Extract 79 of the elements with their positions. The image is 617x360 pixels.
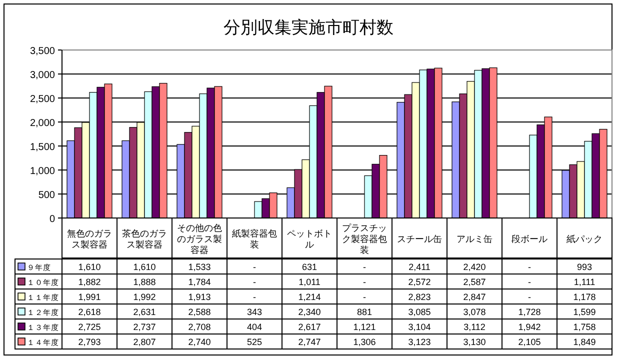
x-tick-label: その他の色のガラス製容器 — [177, 223, 222, 255]
data-label: 3,130 — [463, 337, 486, 347]
data-label: 1,784 — [188, 277, 211, 287]
data-label: 2,411 — [408, 262, 430, 272]
data-label: 1,011 — [298, 277, 320, 287]
data-label: 2,105 — [518, 337, 541, 347]
data-label: 2,725 — [78, 322, 101, 332]
data-label: 1,111 — [574, 277, 596, 287]
x-tick-label: 段ボール — [512, 234, 548, 244]
data-label: 3,112 — [464, 322, 486, 332]
x-tick-label: プラスチック製容器包装 — [342, 223, 387, 255]
y-tick-label: 500 — [38, 190, 56, 201]
data-label: 2,847 — [463, 292, 486, 302]
x-tick-label: 紙パック — [566, 234, 602, 244]
x-tick-label: アルミ缶 — [456, 234, 492, 244]
data-label: 1,728 — [518, 307, 541, 317]
data-label: 1,758 — [573, 322, 596, 332]
data-label: 1,942 — [518, 322, 541, 332]
text: - — [363, 277, 366, 287]
data-label: 2,737 — [133, 322, 156, 332]
text: - — [528, 277, 531, 287]
text: - — [528, 292, 531, 302]
y-tick-label: 0 — [49, 214, 56, 225]
data-label: 1,306 — [353, 337, 376, 347]
data-label: 1,599 — [573, 307, 596, 317]
y-tick-label: 2,500 — [30, 94, 56, 105]
data-label: 2,631 — [133, 307, 156, 317]
y-tick-label: 1,500 — [30, 142, 56, 153]
data-label: 2,420 — [463, 262, 486, 272]
data-label: 3,085 — [408, 307, 431, 317]
data-label: 3,123 — [408, 337, 431, 347]
data-label: 631 — [302, 262, 318, 272]
x-tick-label: 無色のガラス製容器 — [67, 228, 112, 250]
data-label: 1,991 — [78, 292, 101, 302]
x-tick-label: ペットボトル — [287, 228, 332, 250]
data-label: 3,104 — [408, 322, 431, 332]
x-tick-label: スチール缶 — [397, 234, 442, 244]
data-label: 1,121 — [353, 322, 376, 332]
data-label: 2,823 — [408, 292, 431, 302]
data-label: 343 — [246, 307, 262, 317]
data-label: 1,849 — [573, 337, 596, 347]
text: - — [253, 262, 256, 272]
data-label: 993 — [576, 262, 592, 272]
x-tick-label: 茶色のガラス製容器 — [122, 228, 167, 250]
data-label: 2,793 — [78, 337, 101, 347]
data-label: 2,588 — [188, 307, 211, 317]
y-tick-label: 3,500 — [30, 46, 56, 57]
data-label: 2,618 — [78, 307, 101, 317]
data-label: 2,340 — [298, 307, 321, 317]
data-label: 2,807 — [133, 337, 156, 347]
text: - — [363, 262, 366, 272]
data-label: 1,610 — [78, 262, 101, 272]
chart-title: 分別収集実施市町村数 — [224, 18, 394, 37]
data-label: 3,078 — [463, 307, 486, 317]
text: - — [363, 292, 366, 302]
data-label: 2,572 — [408, 277, 431, 287]
data-label: 2,617 — [298, 322, 321, 332]
data-label: 2,587 — [463, 277, 486, 287]
data-label: 525 — [246, 337, 262, 347]
data-label: 881 — [356, 307, 372, 317]
data-label: 404 — [246, 322, 262, 332]
y-tick-label: 3,000 — [30, 70, 56, 81]
data-label: 2,708 — [188, 322, 211, 332]
text: - — [528, 262, 531, 272]
data-label: 1,992 — [133, 292, 156, 302]
x-tick-label: 紙製容器包装 — [232, 228, 277, 250]
data-label: 1,533 — [188, 262, 211, 272]
data-label: 2,740 — [188, 337, 211, 347]
y-tick-label: 1,000 — [30, 166, 56, 177]
data-label: 1,178 — [573, 292, 596, 302]
data-label: 1,888 — [133, 277, 156, 287]
text: - — [253, 292, 256, 302]
data-label: 2,747 — [298, 337, 321, 347]
text: - — [253, 277, 256, 287]
data-label: 1,882 — [78, 277, 101, 287]
data-label: 1,913 — [188, 292, 211, 302]
y-tick-label: 2,000 — [30, 118, 56, 129]
data-label: 1,214 — [298, 292, 321, 302]
data-label: 1,610 — [133, 262, 156, 272]
